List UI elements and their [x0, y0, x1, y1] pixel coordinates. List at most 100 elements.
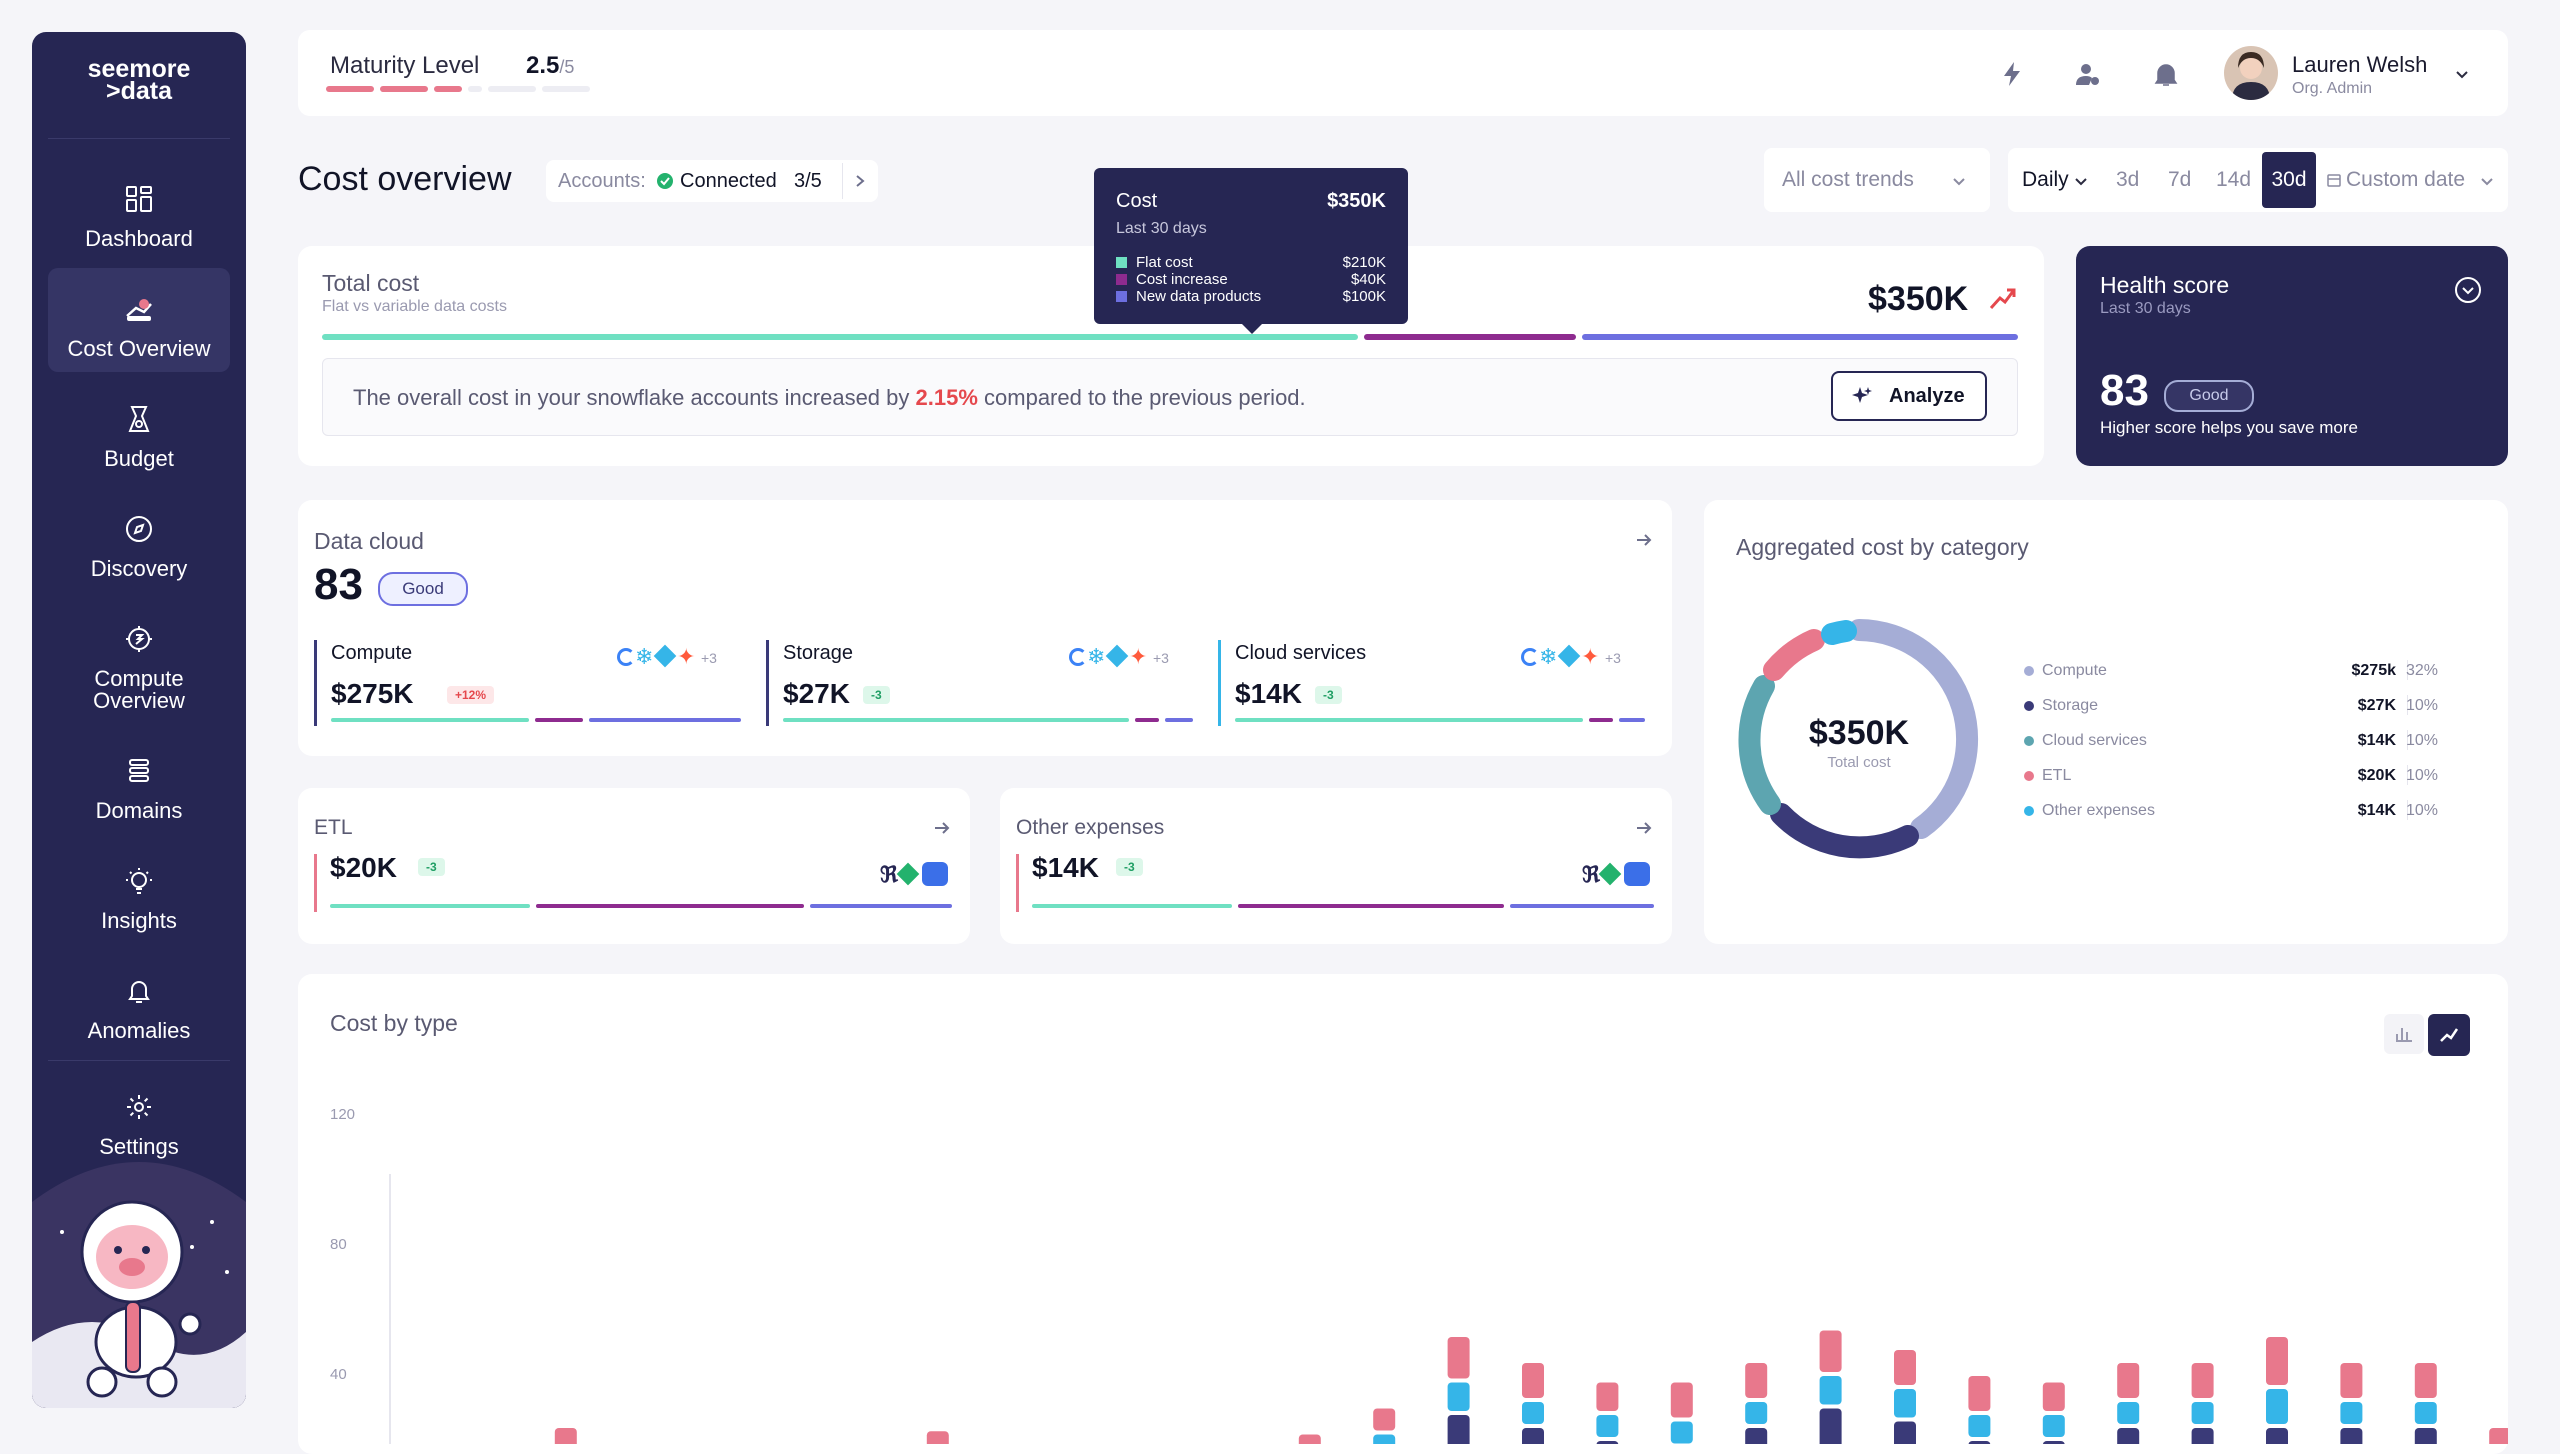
sidebar-item-cost-overview[interactable]: Cost Overview [48, 268, 230, 372]
arrow-right-icon[interactable] [932, 818, 952, 838]
bar-segment[interactable] [2042, 1382, 2065, 1412]
legend-row-other-expenses[interactable]: Other expenses $14K 10% [2024, 800, 2470, 837]
cloud-services-cost-item[interactable]: Cloud services $14K -3 ❄ ✦ +3 [1218, 640, 1649, 726]
sidebar-item-insights[interactable]: Insights [48, 840, 230, 944]
sidebar-item-settings[interactable]: Settings [48, 1066, 230, 1170]
bar-segment[interactable] [2414, 1428, 2437, 1444]
legend-row-storage[interactable]: Storage $27K 10% [2024, 695, 2470, 732]
cost-mini-bar [1235, 718, 1645, 722]
storage-cost-item[interactable]: Storage $27K -3 ❄ ✦ +3 [766, 640, 1197, 726]
sidebar-item-budget[interactable]: Budget [48, 378, 230, 482]
bar-segment[interactable] [1968, 1441, 1991, 1444]
bar-segment[interactable] [1447, 1337, 1470, 1379]
bar-segment[interactable] [2266, 1389, 2288, 1424]
legend-row-etl[interactable]: ETL $20K 10% [2024, 765, 2470, 802]
bar-segment[interactable] [1447, 1382, 1470, 1412]
bell-icon[interactable] [2152, 60, 2180, 88]
analyze-button[interactable]: Analyze [1831, 371, 1987, 421]
bar-segment[interactable] [1373, 1408, 1396, 1431]
granularity-select[interactable]: Daily [2022, 168, 2069, 191]
bar-segment[interactable] [1745, 1402, 1768, 1424]
chevron-down-circle-icon[interactable] [2454, 276, 2482, 304]
bar-segment[interactable] [1298, 1434, 1321, 1445]
bar-segment[interactable] [1819, 1330, 1842, 1373]
bar-segment[interactable] [2340, 1428, 2363, 1444]
cost-trends-select[interactable]: All cost trends [1764, 148, 1990, 212]
cost-donut-chart[interactable] [1736, 616, 1982, 862]
sidebar-item-discovery[interactable]: Discovery [48, 488, 230, 592]
chevron-down-icon[interactable] [2454, 66, 2470, 82]
bar-segment[interactable] [1745, 1363, 1768, 1398]
bar-segment[interactable] [1819, 1376, 1842, 1405]
sidebar-item-dashboard[interactable]: Dashboard [48, 158, 230, 262]
layers-icon [129, 759, 149, 782]
sidebar-item-domains[interactable]: Domains [48, 730, 230, 834]
bar-segment[interactable] [2042, 1441, 2065, 1444]
bar-segment[interactable] [1596, 1382, 1619, 1412]
app-logo[interactable]: seemore >data [87, 55, 191, 105]
bar-segment[interactable] [926, 1431, 949, 1444]
arrow-right-icon[interactable] [1634, 818, 1654, 838]
bar-segment[interactable] [1373, 1434, 1396, 1445]
arrow-right-icon[interactable] [1634, 530, 1654, 550]
bar-segment[interactable] [2117, 1428, 2140, 1444]
bar-segment[interactable] [2191, 1402, 2214, 1424]
range-7d[interactable]: 7d [2168, 168, 2192, 191]
bar-segment[interactable] [2414, 1363, 2437, 1398]
bar-segment[interactable] [1894, 1421, 1916, 1445]
bar-segment[interactable] [2117, 1363, 2140, 1398]
avatar[interactable] [2224, 46, 2278, 100]
bar-segment[interactable] [1670, 1421, 1693, 1444]
sidebar-item-compute-overview[interactable]: Compute Overview [48, 598, 230, 718]
bar-segment[interactable] [1968, 1415, 1991, 1437]
accounts-status[interactable]: Accounts: Connected 3/5 [546, 160, 878, 202]
top-bar: Maturity Level 2.5/5 Lauren Welsh Org. A… [298, 30, 2508, 116]
bar-chart-toggle[interactable] [2384, 1014, 2424, 1054]
bar-segment[interactable] [1596, 1441, 1619, 1444]
bar-segment[interactable] [2117, 1402, 2140, 1424]
bar-segment[interactable] [1596, 1415, 1619, 1437]
cost-breakdown-bar[interactable] [322, 334, 2018, 340]
bar-segment[interactable] [2191, 1363, 2214, 1398]
chevron-right-icon[interactable] [842, 163, 877, 199]
bar-segment[interactable] [2042, 1415, 2065, 1437]
legend-row-compute[interactable]: Compute $275k 32% [2024, 660, 2470, 697]
lightning-icon[interactable] [1998, 60, 2026, 88]
bar-segment[interactable] [1894, 1389, 1916, 1418]
range-14d[interactable]: 14d [2216, 168, 2252, 191]
user-name[interactable]: Lauren Welsh [2292, 52, 2428, 77]
donut-segment-cloud-services [1738, 675, 1781, 815]
health-score-card[interactable]: Health score Last 30 days 83 Good Higher… [2076, 246, 2508, 466]
bar-segment[interactable] [2340, 1363, 2363, 1398]
bar-segment[interactable] [1522, 1402, 1544, 1424]
bar-segment[interactable] [1819, 1408, 1842, 1445]
range-30d[interactable]: 30d [2262, 152, 2316, 208]
bar-segment[interactable] [1968, 1376, 1991, 1411]
bar-segment[interactable] [2489, 1428, 2508, 1444]
etl-card[interactable]: ETL $20K -3 ℜ [298, 788, 970, 944]
bar-segment[interactable] [554, 1428, 577, 1444]
bar-segment[interactable] [1522, 1428, 1544, 1444]
compute-cost-item[interactable]: Compute $275K +12% ❄ ✦ +3 [314, 640, 745, 726]
bar-segment[interactable] [2414, 1402, 2437, 1424]
bar-segment[interactable] [2191, 1428, 2214, 1444]
bar-segment[interactable] [2266, 1337, 2288, 1385]
bar-segment[interactable] [1670, 1382, 1693, 1418]
line-chart-toggle[interactable] [2428, 1014, 2470, 1056]
bar-segment[interactable] [1745, 1428, 1768, 1444]
bar-segment[interactable] [1522, 1363, 1544, 1398]
bar-segment[interactable] [1894, 1350, 1916, 1385]
range-3d[interactable]: 3d [2116, 168, 2140, 191]
sidebar-item-label: Budget [104, 446, 174, 471]
other-expenses-card[interactable]: Other expenses $14K -3 ℜ [1000, 788, 1672, 944]
bar-segment[interactable] [2340, 1402, 2363, 1424]
legend-row-cloud-services[interactable]: Cloud services $14K 10% [2024, 730, 2470, 767]
sidebar-item-anomalies[interactable]: Anomalies [48, 950, 230, 1054]
custom-date-select[interactable]: Custom date [2346, 168, 2466, 191]
bar-segment[interactable] [2266, 1428, 2288, 1444]
bulb-icon [126, 868, 152, 894]
maturity-score: 2.5/5 [526, 52, 575, 79]
user-settings-icon[interactable] [2074, 60, 2102, 88]
cost-by-type-chart[interactable]: 120 80 40 [298, 1064, 2508, 1444]
bar-segment[interactable] [1447, 1415, 1470, 1444]
